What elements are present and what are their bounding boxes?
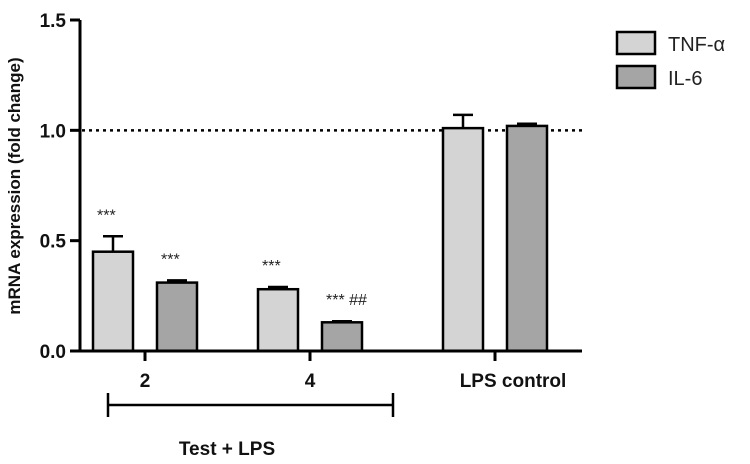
x-tick-label: 4: [305, 371, 316, 392]
significance-label: *** ##: [326, 292, 367, 309]
x-tick-label: 2: [140, 371, 151, 392]
bar-il-6-0: [155, 281, 199, 353]
y-tick-label: 0.5: [40, 232, 67, 253]
legend-label: IL-6: [668, 68, 702, 90]
y-tick-label: 0.0: [40, 342, 66, 363]
legend: TNF-α IL-6: [615, 30, 725, 90]
bar-il-6-1: [320, 321, 364, 353]
y-tick-label: 1.0: [40, 121, 66, 142]
x-ticks: 2 4 LPS control: [140, 351, 567, 392]
significance-label: ***: [97, 207, 116, 224]
legend-swatch: [615, 30, 657, 56]
legend-label: TNF-α: [668, 34, 725, 56]
y-tick-label: 1.5: [40, 11, 67, 32]
group-label: Test + LPS: [179, 439, 275, 460]
legend-swatch: [615, 64, 657, 90]
significance-label: ***: [161, 251, 180, 268]
bar-tnf-alpha-2: [441, 126, 485, 353]
bar-il-6-2: [505, 124, 549, 353]
y-ticks: 0.0 0.5 1.0 1.5: [40, 11, 80, 363]
bars: *** *** *** *** ##: [91, 113, 549, 353]
significance-label: ***: [262, 258, 281, 275]
group-bracket: Test + LPS: [106, 393, 395, 460]
bar-tnf-alpha-1: [256, 287, 300, 353]
y-axis-label: mRNA expression (fold change): [5, 57, 24, 314]
bar-tnf-alpha-0: [91, 250, 135, 353]
x-tick-label: LPS control: [460, 371, 567, 392]
